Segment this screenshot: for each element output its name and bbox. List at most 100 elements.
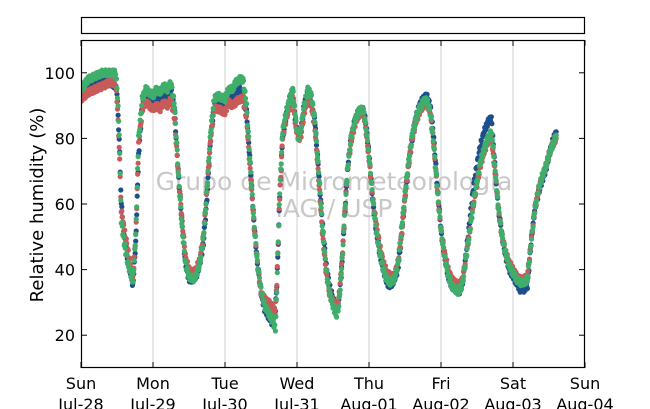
data-point [315, 154, 321, 161]
data-point [361, 109, 367, 115]
data-point [118, 197, 124, 203]
data-point [256, 275, 263, 281]
data-point [320, 230, 326, 236]
data-point [178, 204, 184, 210]
data-point [365, 138, 371, 144]
data-point [401, 196, 408, 202]
x-tick-date: Jul-30 [201, 395, 247, 409]
data-point [310, 101, 316, 107]
x-tick-day: Wed [280, 374, 315, 393]
data-point [444, 262, 450, 268]
data-point [319, 223, 325, 229]
data-point [408, 142, 414, 148]
data-point [135, 154, 141, 160]
data-point [528, 243, 534, 249]
data-point [340, 242, 346, 248]
data-point [364, 132, 370, 138]
data-point [413, 117, 419, 123]
data-point [316, 173, 322, 180]
data-point [122, 245, 128, 251]
data-point [209, 118, 215, 124]
data-point [329, 296, 335, 302]
data-point [184, 265, 191, 271]
data-point [246, 133, 252, 140]
data-point [461, 273, 467, 279]
data-point [114, 99, 120, 105]
data-point [131, 267, 137, 273]
data-point [319, 219, 325, 225]
data-point [440, 240, 446, 246]
data-point [528, 236, 535, 242]
data-point [524, 285, 531, 292]
data-point [131, 254, 137, 260]
data-point [246, 146, 252, 152]
data-point [200, 236, 206, 242]
data-point [367, 161, 373, 167]
data-point [290, 89, 296, 95]
data-point [410, 133, 416, 139]
data-point [374, 231, 380, 238]
data-point [373, 222, 379, 228]
data-point [542, 166, 549, 172]
data-point [378, 253, 384, 260]
data-point [308, 92, 314, 98]
data-point [367, 170, 374, 176]
data-point [527, 249, 533, 255]
data-point [115, 103, 121, 109]
x-tick-date: Aug-04 [556, 395, 613, 409]
data-point [243, 95, 249, 102]
data-point [324, 272, 330, 278]
data-point [293, 114, 299, 120]
data-point [293, 118, 299, 124]
x-tick-day: Tue [210, 374, 238, 393]
data-point [317, 181, 323, 187]
data-point [247, 159, 253, 165]
data-point [405, 162, 411, 168]
data-point [471, 200, 477, 206]
data-point [339, 255, 345, 261]
data-point [134, 204, 140, 210]
data-point [113, 72, 119, 78]
data-point [210, 113, 216, 119]
data-point [532, 210, 538, 217]
data-point [349, 133, 355, 139]
data-point [135, 160, 141, 166]
data-point [174, 147, 180, 153]
data-point [337, 280, 343, 286]
data-point [115, 112, 121, 118]
data-point [544, 162, 550, 168]
data-point [130, 278, 136, 285]
data-point [181, 241, 187, 247]
data-point [535, 191, 541, 197]
data-point [496, 209, 502, 215]
data-point [133, 216, 139, 222]
data-point [179, 223, 185, 229]
data-point [316, 169, 322, 176]
data-point [274, 289, 280, 295]
data-point [273, 296, 279, 303]
data-point [205, 168, 211, 174]
data-point [363, 119, 369, 126]
data-point [210, 105, 216, 112]
data-point [437, 224, 444, 230]
data-point [119, 208, 125, 214]
data-point [274, 263, 280, 270]
data-point [549, 146, 555, 152]
data-point [222, 99, 228, 105]
data-point [412, 122, 418, 128]
data-point [402, 188, 409, 194]
data-point [313, 131, 319, 137]
data-point [277, 177, 283, 183]
data-point [117, 170, 123, 177]
data-point [319, 211, 325, 217]
data-point [325, 279, 331, 285]
data-point [139, 102, 145, 108]
data-point [498, 227, 504, 233]
data-point [201, 229, 207, 236]
data-point [194, 272, 200, 278]
data-point [315, 158, 321, 164]
data-point [268, 312, 274, 318]
data-point [347, 141, 354, 147]
data-point [116, 118, 122, 124]
data-point [131, 258, 137, 264]
